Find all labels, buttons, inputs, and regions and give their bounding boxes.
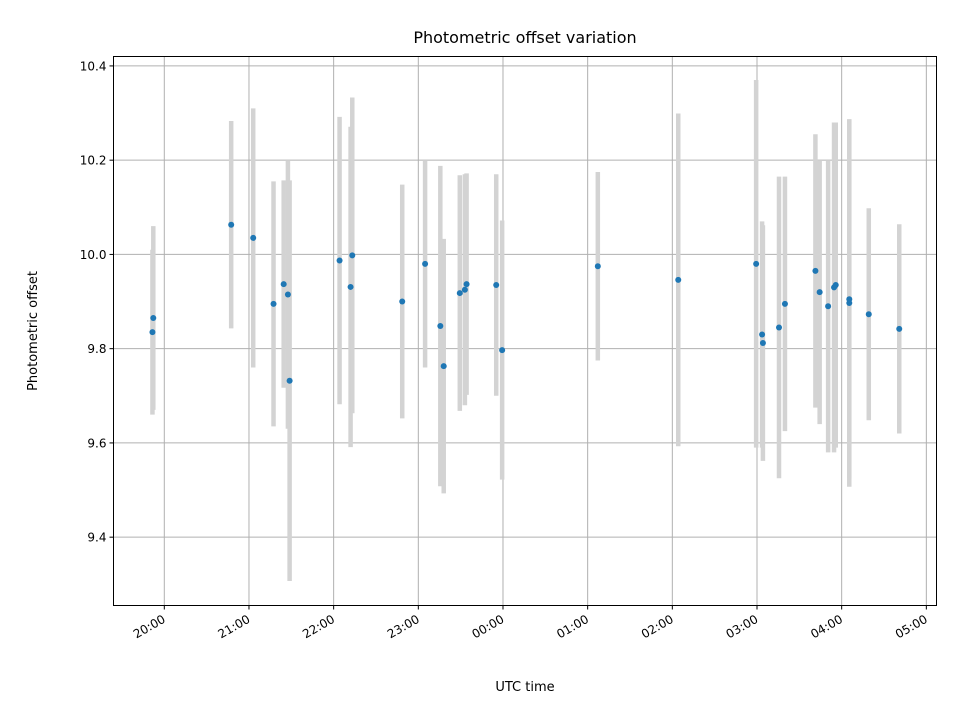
y-tick-label: 10.0: [80, 248, 107, 262]
data-point: [493, 282, 500, 289]
y-tick-label: 9.8: [87, 342, 106, 356]
x-tick-label: 01:00: [554, 612, 591, 641]
data-point: [422, 260, 429, 267]
data-point: [753, 260, 760, 267]
x-tick-label: 05:00: [893, 612, 930, 641]
x-tick-label: 04:00: [808, 612, 845, 641]
data-point: [816, 289, 823, 296]
y-axis-ticks: 9.4 9.6 9.8 10.0 10.2 10.4: [80, 59, 114, 545]
data-point: [270, 300, 277, 307]
x-tick-label: 03:00: [724, 612, 761, 641]
x-tick-label: 21:00: [216, 612, 253, 641]
data-point: [499, 347, 506, 354]
y-axis-label: Photometric offset: [26, 271, 41, 391]
data-points: [149, 221, 903, 384]
data-point: [349, 252, 356, 259]
data-point: [846, 296, 853, 303]
x-tick-label: 02:00: [639, 612, 676, 641]
data-point: [594, 263, 601, 270]
data-point: [865, 311, 872, 318]
x-axis-ticks: 20:00 21:00 22:00 23:00 00:00 01:00 02:00 03:00…: [131, 605, 930, 641]
data-point: [776, 324, 783, 331]
x-tick-label: 20:00: [131, 612, 168, 641]
data-point: [456, 290, 463, 297]
data-point: [781, 300, 788, 307]
data-point: [150, 315, 157, 322]
data-point: [896, 325, 903, 332]
data-point: [336, 257, 343, 264]
data-point: [280, 281, 287, 288]
data-point: [463, 281, 470, 288]
data-point: [437, 323, 444, 330]
data-point: [250, 234, 257, 241]
data-point: [286, 377, 293, 384]
data-point: [284, 291, 291, 298]
data-point: [812, 267, 819, 274]
x-tick-label: 00:00: [470, 612, 507, 641]
data-point: [832, 282, 839, 289]
x-tick-label: 22:00: [300, 612, 337, 641]
data-point: [759, 340, 766, 347]
data-point: [675, 276, 682, 283]
data-point: [228, 221, 235, 228]
y-tick-label: 10.2: [80, 154, 107, 168]
x-axis-label: UTC time: [495, 680, 554, 695]
data-point: [149, 329, 156, 336]
data-point: [347, 283, 354, 290]
data-point: [461, 286, 468, 293]
y-tick-label: 10.4: [80, 59, 107, 73]
data-point: [399, 298, 406, 305]
chart-title: Photometric offset variation: [413, 28, 636, 47]
grid: [113, 56, 937, 606]
plot-frame: [113, 56, 937, 606]
y-tick-label: 9.4: [87, 531, 106, 545]
y-tick-label: 9.6: [87, 436, 106, 450]
data-point: [825, 303, 832, 310]
data-point: [759, 331, 766, 338]
data-point: [440, 363, 447, 370]
x-tick-label: 23:00: [385, 612, 422, 641]
error-bars: [150, 80, 902, 581]
